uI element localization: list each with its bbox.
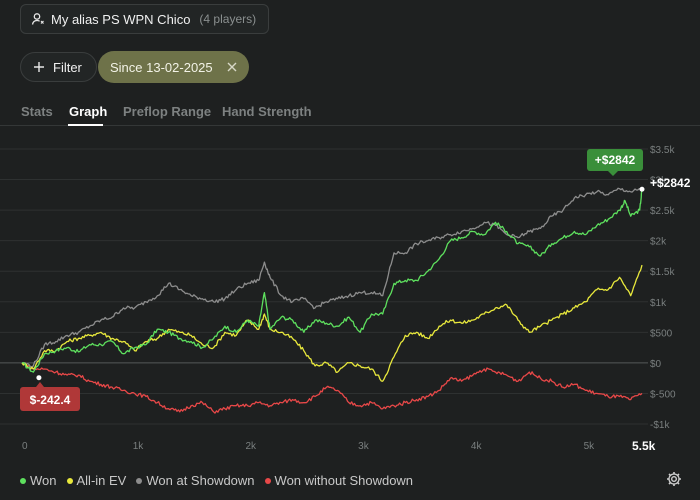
active-tab-indicator	[68, 124, 103, 126]
close-icon[interactable]	[227, 62, 237, 72]
x-tick-label: 3k	[358, 441, 370, 452]
legend-label: Won without Showdown	[274, 473, 414, 488]
filter-button[interactable]: Filter	[20, 52, 97, 82]
tab-graph[interactable]: Graph	[69, 104, 108, 119]
legend-label: All-in EV	[76, 473, 127, 488]
tab-hand-strength[interactable]: Hand Strength	[222, 104, 312, 119]
person-icon	[31, 13, 44, 25]
x-tick-label: 5k	[584, 441, 596, 452]
chart-legend: Won All-in EV Won at Showdown Won withou…	[20, 473, 415, 488]
y-tick-label: $1k	[650, 298, 667, 309]
y-tick-label: $1.5k	[650, 267, 675, 278]
y-tick-label: $2k	[650, 237, 667, 248]
legend-item-won-without-showdown[interactable]: Won without Showdown	[264, 473, 414, 488]
x-tick-label: 2k	[245, 441, 257, 452]
x-tick-label: 4k	[471, 441, 483, 452]
legend-dot	[264, 477, 271, 484]
min-badge-pointer	[36, 382, 44, 387]
legend-dot	[20, 477, 26, 484]
tab-bar: Stats Graph Preflop Range Hand Strength	[0, 96, 700, 126]
profit-chart-svg: -$1k $-500 $0 $500 $1k $1.5k $2k $2.5k $3k $3.5k 0…	[0, 145, 691, 453]
player-count: (4 players)	[199, 12, 257, 26]
max-end-label: +$2842	[650, 176, 691, 190]
x-end-label: 5.5k	[632, 439, 656, 453]
y-tick-label: -$1k	[650, 420, 670, 431]
tab-stats[interactable]: Stats	[21, 104, 53, 119]
gear-icon[interactable]	[666, 471, 682, 487]
series-line-won-without-showdown	[21, 362, 643, 414]
series-line-all-in-ev	[21, 264, 643, 382]
series-line-won	[21, 189, 643, 373]
legend-item-won-at-showdown[interactable]: Won at Showdown	[136, 473, 255, 488]
legend-label: Won	[30, 473, 57, 488]
max-badge	[587, 149, 643, 171]
plus-icon	[34, 62, 44, 72]
y-tick-label: $3k	[650, 176, 667, 187]
legend-dot	[136, 477, 143, 484]
player-selector[interactable]: My alias PS WPN Chico (4 players)	[20, 4, 270, 34]
y-tick-label: $3.5k	[650, 145, 675, 156]
max-badge-label: +$2842	[595, 153, 636, 167]
series-line-won-at-showdown	[21, 187, 643, 368]
y-tick-label: $500	[650, 328, 673, 339]
legend-item-all-in-ev[interactable]: All-in EV	[66, 473, 127, 488]
x-tick-label: 1k	[133, 441, 145, 452]
y-tick-label: $0	[650, 359, 662, 370]
player-name: My alias PS WPN Chico	[51, 11, 191, 27]
min-point-marker	[36, 375, 42, 381]
tab-preflop-range[interactable]: Preflop Range	[123, 104, 212, 119]
min-badge-label: $-242.4	[30, 393, 71, 407]
min-badge	[20, 387, 80, 411]
y-tick-label: $2.5k	[650, 206, 675, 217]
date-filter-chip[interactable]: Since 13-02-2025	[98, 51, 249, 83]
y-tick-label: $-500	[650, 389, 676, 400]
max-point-marker	[639, 186, 645, 192]
legend-item-won[interactable]: Won	[20, 473, 57, 488]
date-filter-label: Since 13-02-2025	[110, 59, 213, 75]
profit-graph[interactable]: -$1k $-500 $0 $500 $1k $1.5k $2k $2.5k $3k $3.5k 0…	[0, 127, 700, 467]
legend-label: Won at Showdown	[146, 473, 255, 488]
x-tick-label: 0	[22, 441, 28, 452]
filter-button-label: Filter	[53, 59, 82, 75]
max-badge-pointer	[608, 171, 618, 176]
legend-dot	[66, 477, 73, 484]
